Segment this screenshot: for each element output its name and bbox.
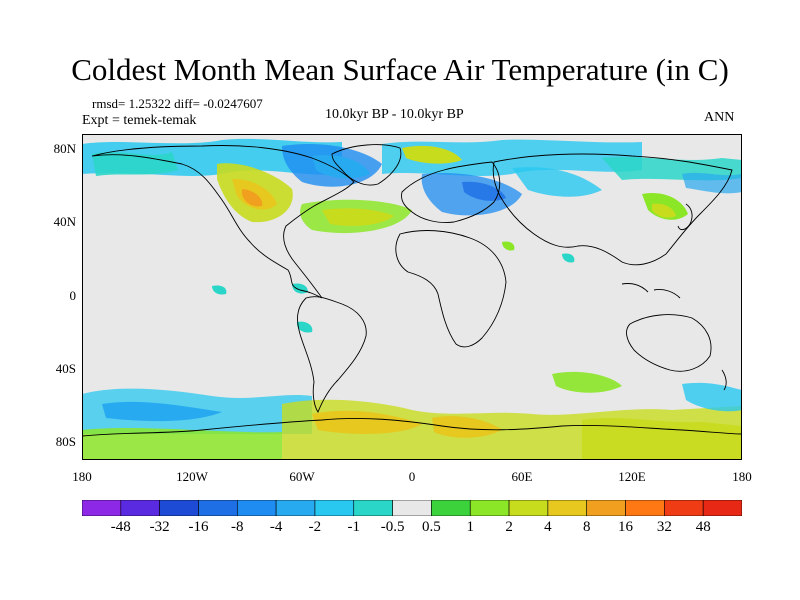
colorbar-label: 16	[618, 519, 633, 535]
colorbar-label: 1	[466, 519, 474, 535]
colorbar-label: 4	[544, 519, 552, 535]
colorbar-swatch	[392, 500, 432, 516]
map-frame	[82, 134, 742, 460]
colorbar-label: 32	[656, 519, 672, 535]
colorbar-label: 0.5	[422, 519, 441, 535]
lat-label-0: 0	[69, 288, 77, 303]
lat-label-80n: 80N	[53, 141, 76, 156]
colorbar-swatch	[586, 500, 626, 516]
period-label: 10.0kyr BP - 10.0kyr BP	[325, 107, 464, 122]
lon-label-60e: 60E	[511, 469, 533, 484]
stats-line: rmsd= 1.25322 diff= -0.0247607	[92, 96, 263, 111]
colorbar-swatch	[469, 500, 510, 516]
colorbar-label: 8	[582, 519, 591, 535]
colorbar-swatch	[353, 500, 393, 516]
colorbar-swatch	[314, 500, 355, 516]
colorbar-label: -48	[110, 519, 131, 535]
colorbar-label: -2	[308, 519, 322, 535]
lon-label-60w: 60W	[289, 469, 315, 484]
experiment-line: Expt = temek-temak	[82, 113, 197, 128]
colorbar-label: -4	[269, 519, 283, 535]
lon-label-180e: 180	[732, 469, 752, 484]
colorbar-swatch	[547, 500, 588, 516]
colorbar-label: -32	[149, 519, 170, 535]
figure-title: Coldest Month Mean Surface Air Temperatu…	[71, 52, 729, 87]
lat-label-40s: 40S	[55, 361, 76, 376]
season-label: ANN	[704, 110, 735, 125]
colorbar-label: -8	[231, 519, 244, 535]
colorbar-swatch	[275, 500, 316, 516]
world-map	[82, 134, 742, 460]
colorbar-label: 48	[695, 519, 711, 535]
colorbar-swatch	[664, 500, 704, 516]
lon-label-120e: 120E	[618, 469, 646, 484]
colorbar-swatch	[236, 500, 277, 516]
lat-label-80s: 80S	[55, 434, 76, 449]
colorbar-swatch	[702, 500, 742, 516]
colorbar-swatch	[120, 500, 160, 516]
temperature-field	[82, 138, 742, 460]
colorbar-label: -0.5	[380, 519, 405, 535]
lon-label-0: 0	[408, 469, 416, 484]
colorbar-swatch	[82, 500, 122, 516]
colorbar	[82, 500, 742, 516]
colorbar-swatch	[508, 500, 549, 516]
lon-label-120w: 120W	[176, 469, 208, 484]
colorbar-label: -1	[347, 519, 361, 535]
lat-label-40n: 40N	[53, 214, 76, 229]
coastlines	[82, 144, 742, 437]
colorbar-label: 2	[505, 519, 513, 535]
colorbar-swatch	[198, 500, 238, 516]
colorbar-swatch	[625, 500, 665, 516]
lon-label-180w: 180	[72, 469, 92, 484]
colorbar-swatch	[431, 500, 471, 516]
colorbar-swatch	[159, 500, 199, 516]
colorbar-label: -16	[188, 519, 209, 535]
